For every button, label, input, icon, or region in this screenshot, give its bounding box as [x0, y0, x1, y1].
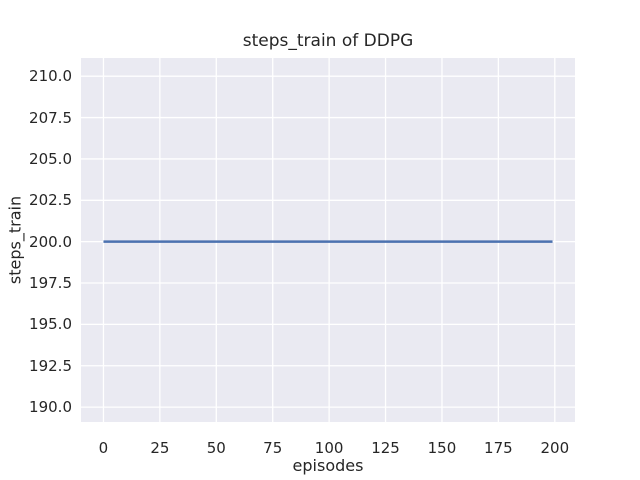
x-tick-label: 200 — [540, 439, 570, 457]
y-tick-label: 190.0 — [29, 398, 72, 417]
chart-title: steps_train of DDPG — [242, 31, 414, 51]
y-tick-label: 202.5 — [29, 191, 72, 210]
y-tick-label: 200.0 — [29, 232, 72, 251]
x-tick-label: 125 — [371, 439, 400, 457]
x-tick-label: 150 — [427, 439, 457, 457]
x-tick-label: 50 — [206, 439, 226, 457]
y-tick-label: 195.0 — [29, 315, 72, 334]
x-axis-label: episodes — [292, 456, 364, 475]
y-tick-label: 192.5 — [29, 356, 72, 375]
y-tick-label: 197.5 — [29, 274, 72, 293]
axes-background — [81, 58, 575, 422]
x-tick-label: 100 — [314, 439, 344, 457]
x-tick-label: 0 — [98, 439, 109, 457]
x-tick-label: 25 — [150, 439, 170, 457]
x-tick-label: 175 — [484, 439, 513, 457]
plot-area — [81, 58, 575, 422]
y-tick-label: 205.0 — [29, 149, 72, 168]
x-tick-label: 75 — [263, 439, 283, 457]
y-tick-label: 210.0 — [29, 67, 72, 86]
y-tick-label: 207.5 — [29, 108, 72, 127]
plot-canvas — [81, 58, 575, 422]
